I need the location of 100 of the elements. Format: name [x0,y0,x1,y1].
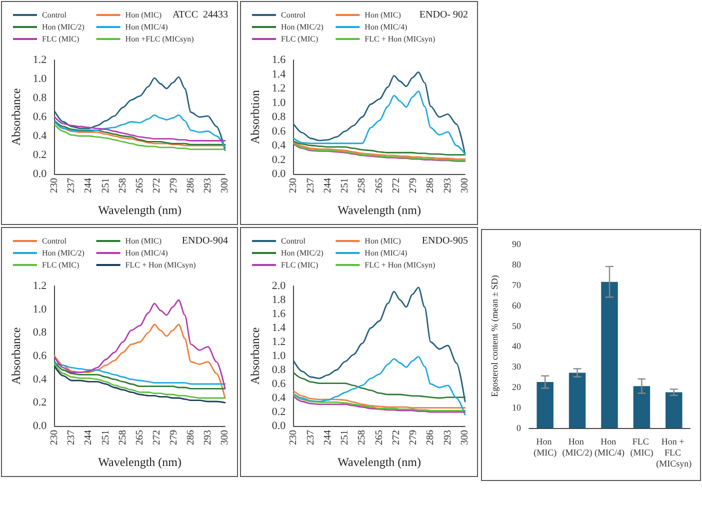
y-axis-title: Absorbance [248,327,262,385]
legend-label: Hon (MIC/2) [42,248,85,258]
x-tick-label: 272 [151,178,162,193]
y-tick-label: 0.0 [272,420,286,432]
x-axis-title: Wavelength (nm) [338,203,421,217]
y-tick-label: 0.6 [272,378,286,390]
x-tick-label: 237 [66,430,78,445]
bar [536,382,554,428]
x-axis-title: Wavelength (nm) [98,203,182,217]
x-tick-label: 272 [390,430,402,445]
x-tick-label: 279 [408,178,420,193]
y-tick-label: 0 [516,423,522,433]
y-tick-label: 1.0 [32,73,48,85]
legend-label: Hon (MIC) [364,10,402,20]
x-tick-label: 244 [322,430,334,445]
x-tick-label: 293 [202,430,214,445]
y-tick-label: 2.0 [272,280,286,292]
y-tick-label: 0.0 [32,168,48,180]
y-tick-label: 80 [512,259,522,270]
y-tick-label: 0.4 [32,130,48,142]
x-tick-label: Hon (MIC/4) [594,436,624,458]
y-tick-label: 0.8 [32,326,48,339]
x-tick-label: 244 [83,178,94,193]
x-tick-label: 279 [168,178,180,193]
legend-label: FLC + Hon (MICsyn) [364,34,436,44]
x-tick-label: 272 [151,430,162,445]
x-tick-label: 258 [117,178,128,193]
y-tick-label: 50 [512,320,522,331]
x-tick-label: 237 [305,430,316,445]
x-tick-label: Hon (MIC/2) [562,436,592,458]
x-tick-label: 251 [100,430,112,445]
legend-label: Hon (MIC/2) [281,248,324,258]
x-tick-label: 251 [340,430,351,445]
y-axis-title: Egosterol content % (mean ± SD) [490,275,500,397]
x-tick-label: 265 [134,178,146,193]
legend-label: Hon (MIC/2) [42,22,85,32]
legend-label: FLC (MIC) [281,34,318,44]
legend-label: Hon (MIC/4) [125,22,168,32]
y-tick-label: 0.6 [32,111,48,123]
x-tick-label: FLC (MIC) [630,436,654,458]
y-tick-label: 20 [512,382,522,392]
x-tick-label: 237 [66,178,78,193]
line-series [292,90,466,155]
legend-label: FLC (MIC) [42,34,80,44]
x-tick-label: 279 [168,430,180,445]
legend-label: Hon (MIC/4) [364,248,408,258]
y-axis-title: Absorbance [9,88,23,146]
legend-label: Hon (MIC) [125,10,162,20]
chart-title: ENDO- 902 [419,10,468,20]
x-tick-label: 272 [390,178,402,193]
x-axis-title: Wavelength (nm) [98,455,182,469]
legend-label: Hon (MIC) [364,236,402,246]
x-tick-label: 293 [442,430,454,445]
y-axis-title: Absorbtion [248,90,262,144]
x-tick-label: 230 [49,430,60,445]
y-tick-label: 1.0 [32,303,48,316]
legend-label: FLC (MIC) [281,260,318,270]
legend-label: Control [281,236,306,246]
y-tick-label: 1.2 [32,280,47,292]
x-tick-label: 258 [117,430,128,445]
x-tick-label: 293 [202,178,214,193]
x-tick-label: 265 [374,178,385,193]
line-series [54,116,226,142]
x-tick-label: 244 [322,178,334,193]
y-axis-title: Absorbance [9,327,23,385]
legend-label: Hon (MIC/4) [364,22,408,32]
y-tick-label: 0.4 [272,392,286,404]
line-series [54,324,226,399]
y-tick-label: 0.6 [272,125,286,138]
y-tick-label: 1.2 [272,82,286,94]
line-series [54,76,226,151]
y-tick-label: 1.0 [272,350,286,362]
y-tick-label: 0.8 [32,92,48,104]
legend-label: Control [42,10,68,20]
x-tick-label: Hon + FLC (MICsyn) [656,436,692,468]
y-tick-label: 40 [512,341,522,352]
y-tick-label: 0.2 [272,406,286,418]
x-tick-label: 230 [49,178,60,193]
x-axis-title: Wavelength (nm) [338,455,421,469]
y-tick-label: 1.4 [272,322,286,334]
x-tick-label: 286 [185,178,196,193]
x-tick-label: 251 [340,178,351,193]
legend-label: Hon (MIC/4) [125,248,168,258]
y-tick-label: 10 [512,402,522,413]
x-tick-label: 251 [100,178,112,193]
y-tick-label: 0.6 [32,350,48,362]
line-series [292,286,466,402]
y-tick-label: 0.8 [272,364,286,376]
y-tick-label: 1.6 [272,308,286,320]
x-tick-label: 286 [425,178,436,193]
y-tick-label: 1.4 [272,68,286,80]
y-tick-label: 1.2 [32,54,47,66]
x-tick-label: 286 [425,430,436,445]
y-tick-label: 70 [512,280,522,290]
line-series [292,390,466,408]
y-tick-label: 0.0 [272,168,286,180]
line-series [54,361,226,390]
y-tick-label: 0.8 [272,111,286,123]
x-tick-label: 300 [220,178,230,193]
x-tick-label: 265 [374,430,385,445]
